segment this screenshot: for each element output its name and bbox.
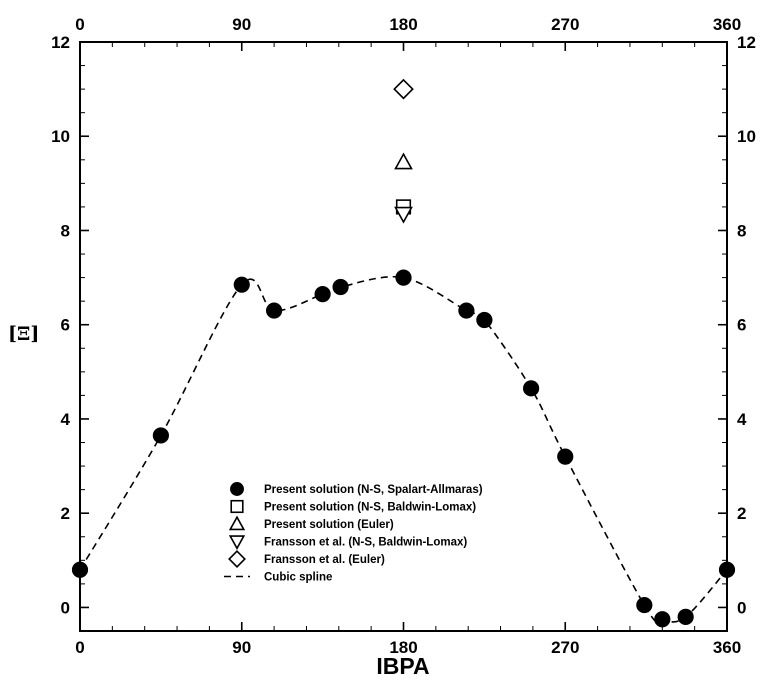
series-0 (71, 269, 736, 628)
legend-entry: Fransson et al. (N-S, Baldwin-Lomax) (228, 535, 467, 550)
y-tick-label-left: 6 (61, 316, 70, 335)
y-tick-label-right: 12 (737, 33, 756, 52)
y-tick-label-left: 12 (51, 33, 70, 52)
open-triangle-up-icon (228, 515, 246, 531)
y-tick-label-left: 2 (61, 504, 70, 523)
y-tick-label-left: 8 (61, 221, 70, 240)
series-2 (394, 152, 413, 170)
x-tick-label-top: 90 (232, 15, 251, 34)
y-tick-label-right: 6 (737, 316, 746, 335)
open-diamond-icon (228, 550, 246, 568)
filled-circle-icon (152, 427, 169, 444)
filled-circle-icon (636, 596, 653, 614)
legend-entry: Cubic spline (224, 572, 332, 584)
legend-entry-label: Fransson et al. (N-S, Baldwin-Lomax) (264, 537, 467, 549)
filled-circle-icon (266, 302, 283, 319)
series-3 (394, 206, 413, 224)
y-tick-label-right: 4 (737, 410, 747, 429)
x-tick-label-top: 360 (713, 15, 741, 34)
x-tick-label-top: 180 (389, 15, 417, 34)
cubic-spline-curve (79, 276, 728, 623)
x-axis-label: IBPA (376, 653, 429, 679)
filled-circle-icon (476, 311, 493, 329)
y-tick-label-right: 2 (737, 504, 746, 523)
x-tick-label-bottom: 0 (75, 638, 84, 657)
x-tick-label-bottom: 360 (713, 638, 741, 657)
filled-circle-icon (677, 608, 694, 625)
filled-circle-icon (557, 448, 574, 465)
open-triangle-down-icon (394, 206, 413, 224)
filled-circle-icon (230, 482, 244, 496)
axis-tick-labels: 0 0 90 90 180 180 270 270 360 360 0 0 2 2 4 4 6 6 8 8 10 10 12… (51, 15, 756, 657)
y-tick-label-left: 10 (51, 127, 70, 146)
filled-circle-icon (458, 302, 475, 319)
legend-entry-label: Present solution (N-S, Baldwin-Lomax) (264, 502, 476, 514)
plot-content: 0 0 90 90 180 180 270 270 360 360 0 0 2 2 4 4 6 6 8 8 10 10 12… (51, 15, 756, 657)
filled-circle-icon (718, 561, 736, 578)
legend-entry: Present solution (N-S, Spalart-Allmaras) (230, 482, 483, 496)
filled-circle-icon (523, 380, 540, 397)
legend-entry-label: Present solution (Euler) (264, 519, 394, 531)
axis-ticks (79, 41, 728, 632)
filled-circle-icon (332, 278, 349, 296)
legend-entry: Present solution (N-S, Baldwin-Lomax) (230, 499, 476, 514)
x-tick-label-bottom: 180 (389, 638, 417, 657)
x-tick-label-top: 0 (75, 15, 84, 34)
legend: Present solution (N-S, Spalart-Allmaras)… (224, 482, 483, 584)
open-triangle-up-icon (394, 152, 413, 170)
y-tick-label-right: 0 (737, 598, 746, 617)
filled-circle-icon (654, 611, 671, 628)
legend-entry-label: Fransson et al. (Euler) (264, 554, 385, 566)
legend-entry-label: Present solution (N-S, Spalart-Allmaras) (264, 484, 483, 496)
x-tick-label-bottom: 270 (551, 638, 579, 657)
filled-circle-icon (233, 276, 250, 293)
open-diamond-icon (393, 78, 414, 100)
y-tick-label-left: 0 (61, 598, 70, 617)
series-4 (393, 78, 414, 100)
legend-entry-label: Cubic spline (264, 572, 332, 584)
legend-entry: Fransson et al. (Euler) (228, 550, 385, 568)
legend-entry: Present solution (Euler) (228, 515, 394, 531)
y-axis-label: [Ξ] (8, 323, 39, 345)
filled-circle-icon (395, 269, 412, 286)
y-tick-label-right: 10 (737, 127, 756, 146)
x-tick-label-bottom: 90 (232, 638, 251, 657)
y-tick-label-left: 4 (61, 410, 71, 429)
x-tick-label-top: 270 (551, 15, 579, 34)
filled-circle-icon (314, 285, 331, 303)
open-square-icon (230, 499, 244, 514)
filled-circle-icon (71, 561, 89, 578)
y-tick-label-right: 8 (737, 221, 746, 240)
open-triangle-down-icon (228, 535, 246, 550)
